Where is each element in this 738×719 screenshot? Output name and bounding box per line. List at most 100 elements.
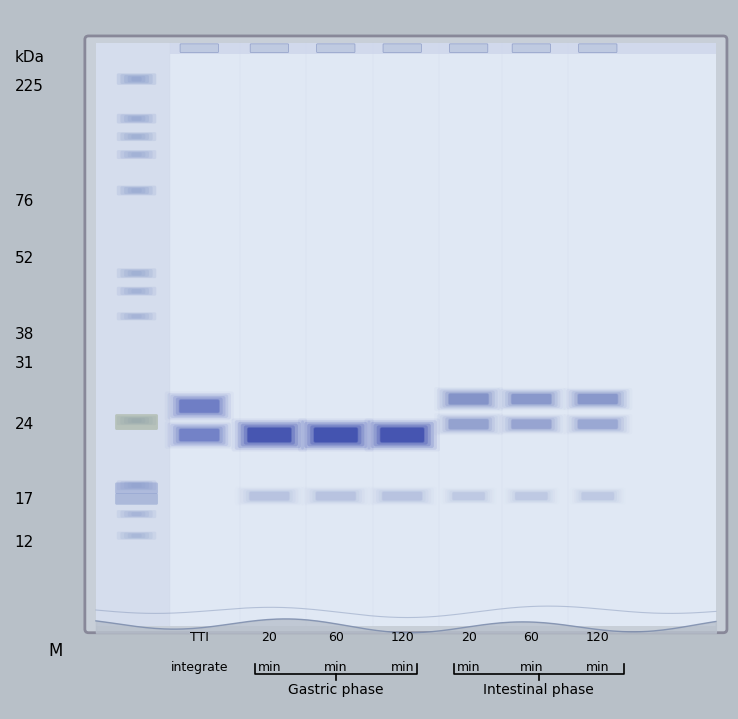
FancyBboxPatch shape	[440, 416, 497, 433]
FancyBboxPatch shape	[235, 420, 304, 450]
FancyBboxPatch shape	[379, 490, 426, 502]
FancyBboxPatch shape	[124, 313, 149, 319]
FancyBboxPatch shape	[301, 420, 370, 450]
FancyBboxPatch shape	[500, 415, 563, 434]
Text: integrate: integrate	[170, 661, 228, 674]
FancyBboxPatch shape	[577, 393, 618, 405]
FancyBboxPatch shape	[440, 390, 497, 408]
FancyBboxPatch shape	[307, 423, 365, 446]
FancyBboxPatch shape	[574, 418, 621, 431]
FancyBboxPatch shape	[124, 482, 149, 489]
FancyBboxPatch shape	[128, 314, 145, 319]
FancyBboxPatch shape	[238, 422, 301, 448]
FancyBboxPatch shape	[241, 488, 298, 504]
FancyBboxPatch shape	[170, 43, 716, 54]
FancyBboxPatch shape	[117, 186, 156, 196]
Text: 120: 120	[390, 631, 414, 644]
FancyBboxPatch shape	[503, 416, 560, 433]
FancyBboxPatch shape	[128, 288, 145, 294]
FancyBboxPatch shape	[128, 512, 145, 516]
FancyBboxPatch shape	[511, 393, 552, 405]
FancyBboxPatch shape	[313, 427, 359, 443]
FancyBboxPatch shape	[131, 152, 142, 157]
FancyBboxPatch shape	[131, 116, 142, 121]
FancyBboxPatch shape	[582, 492, 614, 500]
FancyBboxPatch shape	[120, 417, 153, 424]
FancyBboxPatch shape	[128, 152, 145, 157]
FancyBboxPatch shape	[572, 391, 624, 407]
FancyBboxPatch shape	[131, 533, 142, 538]
FancyBboxPatch shape	[168, 393, 231, 419]
FancyBboxPatch shape	[448, 418, 489, 430]
FancyBboxPatch shape	[511, 420, 551, 429]
FancyBboxPatch shape	[124, 115, 149, 122]
FancyBboxPatch shape	[508, 393, 555, 406]
FancyBboxPatch shape	[124, 187, 149, 194]
FancyBboxPatch shape	[508, 418, 555, 431]
FancyBboxPatch shape	[315, 491, 356, 501]
FancyBboxPatch shape	[124, 533, 149, 539]
FancyBboxPatch shape	[373, 423, 431, 446]
FancyBboxPatch shape	[578, 420, 618, 429]
FancyBboxPatch shape	[117, 268, 156, 278]
FancyBboxPatch shape	[115, 493, 158, 505]
FancyBboxPatch shape	[120, 114, 153, 123]
FancyBboxPatch shape	[128, 482, 145, 488]
FancyBboxPatch shape	[577, 418, 618, 430]
FancyBboxPatch shape	[569, 416, 627, 433]
FancyBboxPatch shape	[179, 428, 220, 441]
FancyBboxPatch shape	[310, 426, 362, 444]
FancyBboxPatch shape	[447, 490, 490, 503]
FancyBboxPatch shape	[368, 420, 437, 450]
Text: 24: 24	[15, 417, 34, 431]
FancyBboxPatch shape	[249, 491, 290, 501]
FancyBboxPatch shape	[131, 483, 142, 487]
FancyBboxPatch shape	[128, 418, 145, 423]
FancyBboxPatch shape	[304, 422, 368, 448]
Text: min: min	[457, 661, 480, 674]
FancyBboxPatch shape	[117, 480, 156, 490]
FancyBboxPatch shape	[120, 532, 153, 539]
FancyBboxPatch shape	[117, 73, 156, 85]
FancyBboxPatch shape	[448, 393, 489, 406]
FancyBboxPatch shape	[115, 414, 158, 430]
FancyBboxPatch shape	[120, 481, 153, 490]
FancyBboxPatch shape	[179, 400, 219, 413]
Text: 225: 225	[15, 79, 44, 93]
FancyBboxPatch shape	[117, 531, 156, 540]
FancyBboxPatch shape	[173, 426, 226, 444]
FancyBboxPatch shape	[307, 488, 365, 504]
FancyBboxPatch shape	[170, 395, 228, 418]
Text: 17: 17	[15, 493, 34, 507]
FancyBboxPatch shape	[128, 533, 145, 538]
FancyBboxPatch shape	[117, 150, 156, 159]
FancyBboxPatch shape	[373, 488, 431, 504]
FancyBboxPatch shape	[511, 418, 552, 430]
FancyBboxPatch shape	[124, 133, 149, 140]
FancyBboxPatch shape	[131, 271, 142, 275]
FancyBboxPatch shape	[128, 116, 145, 122]
FancyBboxPatch shape	[176, 427, 223, 443]
FancyBboxPatch shape	[120, 74, 153, 84]
FancyBboxPatch shape	[128, 134, 145, 139]
FancyBboxPatch shape	[578, 394, 618, 404]
FancyBboxPatch shape	[380, 427, 425, 443]
FancyBboxPatch shape	[317, 44, 355, 52]
FancyBboxPatch shape	[503, 390, 560, 408]
FancyBboxPatch shape	[247, 428, 291, 442]
FancyBboxPatch shape	[131, 314, 142, 319]
Text: 38: 38	[15, 327, 34, 342]
FancyBboxPatch shape	[117, 510, 156, 518]
FancyBboxPatch shape	[131, 512, 142, 516]
FancyBboxPatch shape	[124, 288, 149, 295]
Text: 20: 20	[261, 631, 277, 644]
FancyBboxPatch shape	[579, 490, 617, 502]
FancyBboxPatch shape	[449, 394, 489, 404]
FancyBboxPatch shape	[179, 429, 219, 441]
FancyBboxPatch shape	[117, 287, 156, 296]
FancyBboxPatch shape	[131, 289, 142, 293]
FancyBboxPatch shape	[514, 492, 548, 500]
FancyBboxPatch shape	[572, 417, 624, 431]
FancyBboxPatch shape	[316, 492, 356, 500]
FancyBboxPatch shape	[579, 44, 617, 52]
